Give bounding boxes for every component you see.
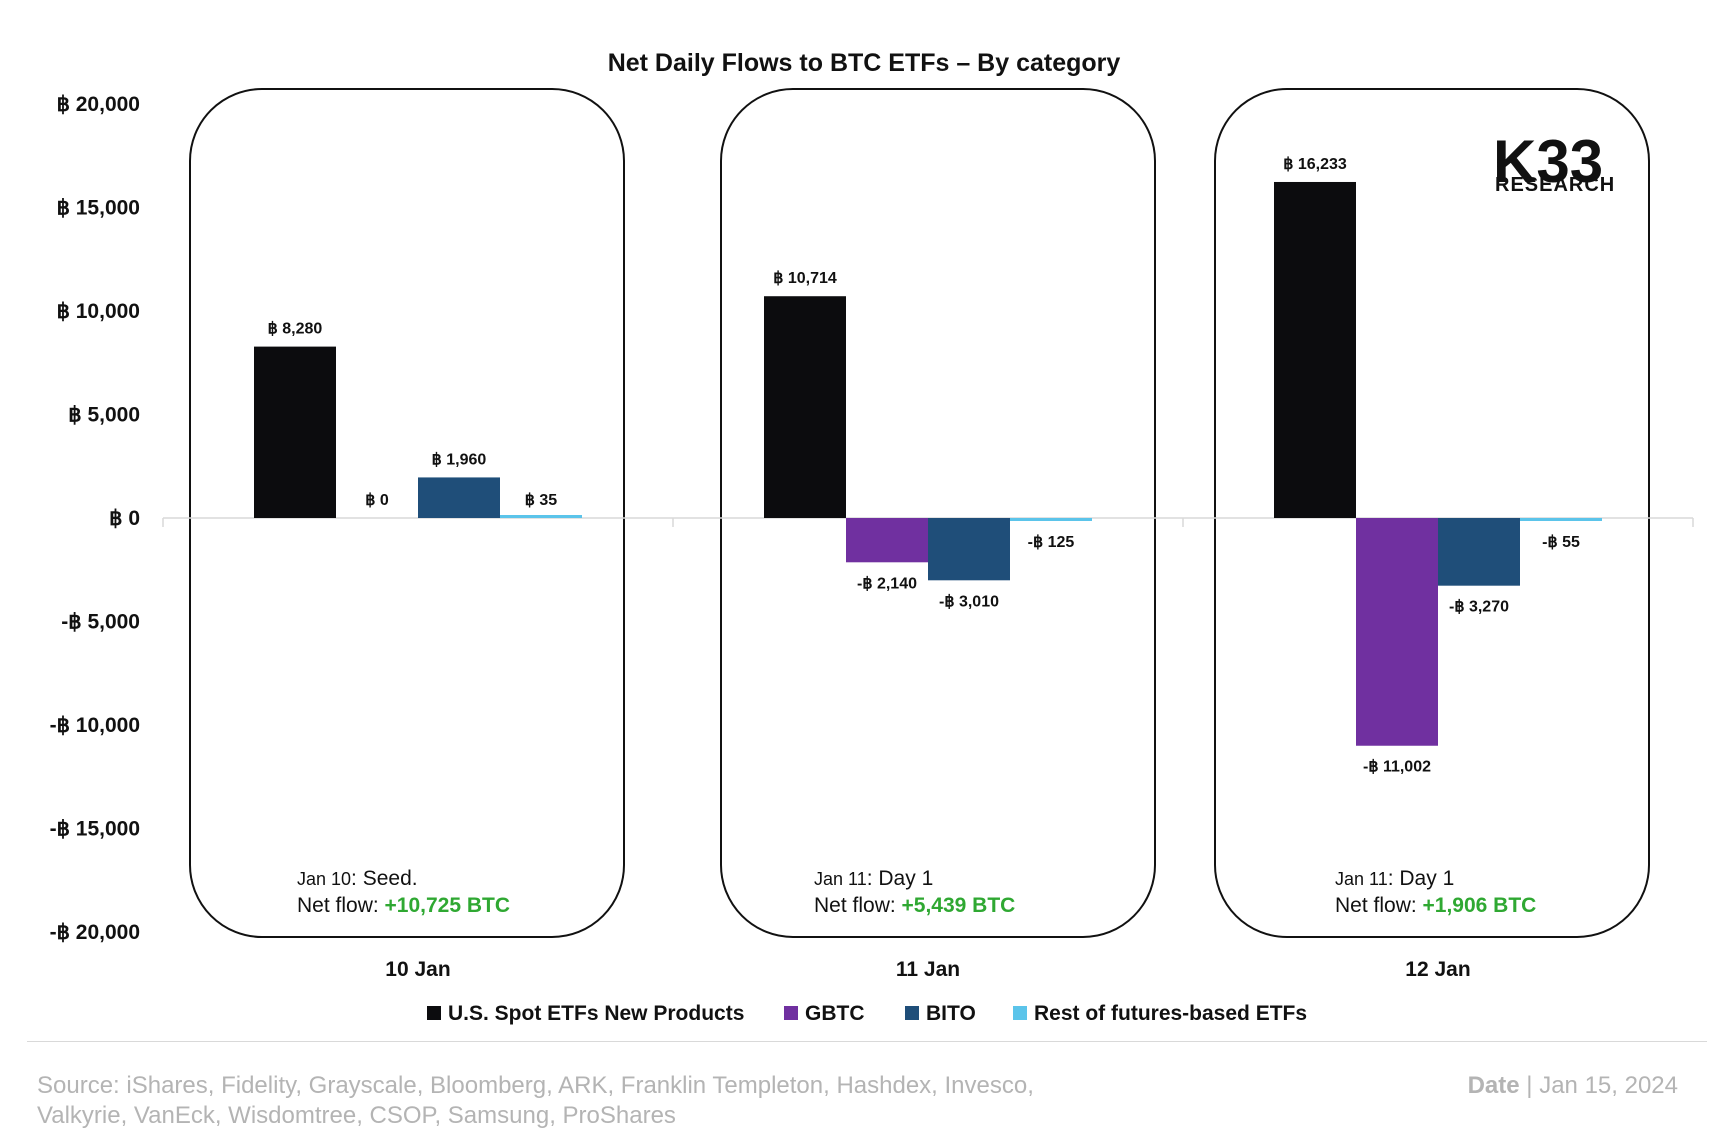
k33-logo: K33 RESEARCH bbox=[1493, 128, 1615, 196]
bar bbox=[1438, 518, 1520, 586]
data-label: -฿ 3,010 bbox=[939, 593, 999, 610]
annotation-label: : Day 1 bbox=[1388, 867, 1455, 890]
legend-label: BITO bbox=[926, 1002, 976, 1025]
legend-swatch bbox=[905, 1006, 919, 1020]
data-label: ฿ 35 bbox=[525, 492, 558, 509]
source-line-2: Valkyrie, VanEck, Wisdomtree, CSOP, Sams… bbox=[37, 1102, 676, 1129]
annotation-date: Jan 11 bbox=[814, 869, 867, 889]
data-label: -฿ 55 bbox=[1542, 534, 1580, 551]
bar bbox=[418, 477, 500, 518]
bar bbox=[1274, 181, 1356, 518]
legend-swatch bbox=[784, 1006, 798, 1020]
x-axis-ticks: 10 Jan 11 Jan 12 Jan bbox=[385, 958, 1470, 981]
legend-label: U.S. Spot ETFs New Products bbox=[448, 1002, 744, 1025]
data-label: ฿ 1,960 bbox=[432, 451, 487, 468]
annotation-label: : Day 1 bbox=[867, 867, 934, 890]
annotation-line-2: Net flow: +1,906 BTC bbox=[1335, 894, 1536, 917]
date-separator: | bbox=[1519, 1072, 1540, 1099]
legend: U.S. Spot ETFs New Products GBTC BITO Rest … bbox=[427, 1002, 1307, 1025]
logo-main-text: K33 bbox=[1493, 128, 1603, 195]
data-label: ฿ 0 bbox=[365, 492, 389, 509]
annotation-date: Jan 10 bbox=[297, 869, 351, 889]
y-tick-label: ฿ 5,000 bbox=[68, 404, 140, 427]
y-tick-label: ฿ 20,000 bbox=[57, 93, 140, 116]
y-tick-label: ฿ 0 bbox=[109, 507, 140, 530]
legend-label: GBTC bbox=[805, 1002, 865, 1025]
annotation-line-2: Net flow: +10,725 BTC bbox=[297, 894, 510, 917]
footer-divider bbox=[27, 1041, 1707, 1042]
y-tick-label: -฿ 15,000 bbox=[50, 818, 140, 841]
legend-swatch bbox=[1013, 1006, 1027, 1020]
y-tick-label: -฿ 20,000 bbox=[50, 921, 140, 944]
annotation-netflow-value: +5,439 BTC bbox=[902, 894, 1016, 917]
bar bbox=[1356, 518, 1438, 746]
bar bbox=[764, 296, 846, 518]
data-label: ฿ 10,714 bbox=[773, 270, 837, 287]
category-panels bbox=[189, 88, 1650, 938]
bar bbox=[846, 518, 928, 563]
panel-annotations: Jan 10: Seed. Net flow: +10,725 BTC Jan 11… bbox=[297, 867, 1536, 917]
source-line-1: Source: iShares, Fidelity, Grayscale, Bl… bbox=[37, 1072, 1034, 1099]
y-axis-ticks: ฿ 20,000 ฿ 15,000 ฿ 10,000 ฿ 5,000 ฿ 0 -฿ 5,0… bbox=[50, 93, 140, 944]
date-value: Jan 15, 2024 bbox=[1539, 1072, 1678, 1099]
x-tick-label: 10 Jan bbox=[385, 958, 450, 981]
chart-title: Net Daily Flows to BTC ETFs – By categor… bbox=[608, 49, 1121, 77]
annotation-line-1: Jan 10: Seed. bbox=[297, 867, 418, 890]
annotation-netflow-label: Net flow: bbox=[1335, 894, 1423, 917]
y-tick-label: ฿ 10,000 bbox=[57, 300, 140, 323]
footer-source: Source: iShares, Fidelity, Grayscale, Bl… bbox=[37, 1071, 1187, 1131]
annotation-date: Jan 11 bbox=[1335, 869, 1388, 889]
logo-sub-text: RESEARCH bbox=[1495, 174, 1615, 196]
bar bbox=[1520, 518, 1602, 521]
x-tick-label: 11 Jan bbox=[896, 958, 960, 981]
data-label: ฿ 8,280 bbox=[268, 321, 323, 338]
annotation-netflow-label: Net flow: bbox=[814, 894, 902, 917]
date-label: Date bbox=[1467, 1072, 1520, 1099]
annotation-netflow-value: +1,906 BTC bbox=[1423, 894, 1537, 917]
bars bbox=[254, 181, 1602, 746]
legend-swatch bbox=[427, 1006, 441, 1020]
panel-box-2 bbox=[720, 88, 1156, 938]
annotation-netflow-label: Net flow: bbox=[297, 894, 385, 917]
annotation-line-1: Jan 11: Day 1 bbox=[814, 867, 933, 890]
data-label: -฿ 125 bbox=[1028, 534, 1075, 551]
data-label: -฿ 11,002 bbox=[1363, 759, 1431, 776]
bar bbox=[254, 346, 336, 518]
panel-box-1 bbox=[189, 88, 625, 938]
data-label: ฿ 16,233 bbox=[1283, 156, 1347, 173]
annotation-label: : Seed. bbox=[351, 867, 418, 890]
legend-label: Rest of futures-based ETFs bbox=[1034, 1002, 1307, 1025]
y-tick-label: ฿ 15,000 bbox=[57, 197, 140, 220]
footer-date: Date | Jan 15, 2024 bbox=[1468, 1071, 1678, 1101]
data-label: -฿ 2,140 bbox=[857, 575, 917, 592]
y-tick-label: -฿ 10,000 bbox=[50, 714, 140, 737]
annotation-netflow-value: +10,725 BTC bbox=[385, 894, 511, 917]
x-tick-label: 12 Jan bbox=[1405, 958, 1470, 981]
bar bbox=[928, 518, 1010, 581]
y-tick-label: -฿ 5,000 bbox=[61, 611, 140, 634]
bar bbox=[500, 515, 582, 518]
data-labels: ฿ 8,280 ฿ 0 ฿ 1,960 ฿ 35 ฿ 10,714 -฿ 2,140 -฿ … bbox=[268, 156, 1580, 776]
data-label: -฿ 3,270 bbox=[1449, 599, 1509, 616]
panel-box-3 bbox=[1214, 88, 1650, 938]
bar bbox=[1010, 518, 1092, 521]
annotation-line-1: Jan 11: Day 1 bbox=[1335, 867, 1454, 890]
annotation-line-2: Net flow: +5,439 BTC bbox=[814, 894, 1015, 917]
